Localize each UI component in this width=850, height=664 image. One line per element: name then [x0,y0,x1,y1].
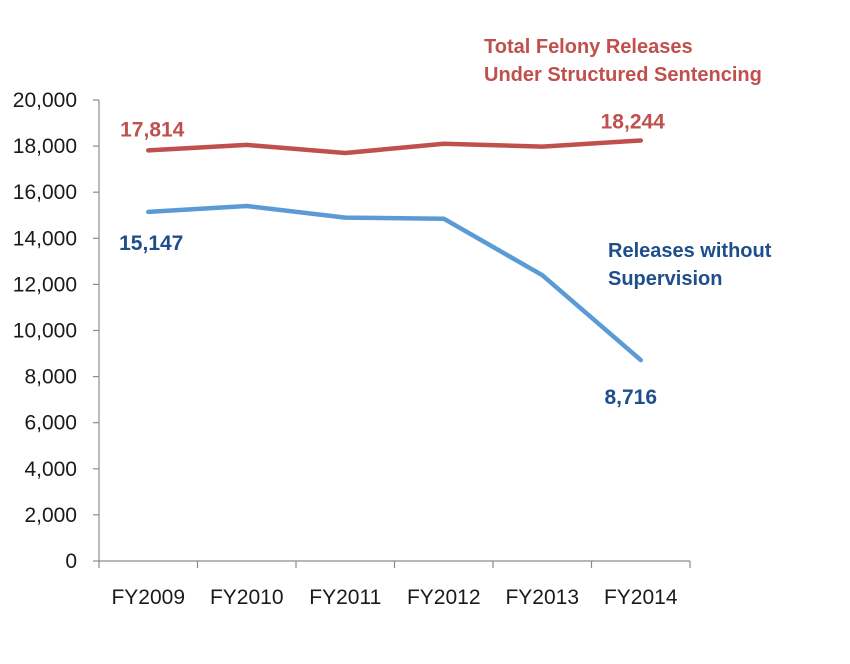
x-tick-label: FY2009 [111,586,185,609]
y-tick-label: 16,000 [13,181,77,204]
axes: 0 2,000 4,000 6,000 8,000 10,000 12,000 14,000 1… [13,89,691,609]
y-tick-label: 6,000 [24,412,77,435]
y-tick-label: 14,000 [13,227,77,250]
y-tick-label: 0 [65,550,77,573]
x-tick-label: FY2013 [505,586,579,609]
series-line-releases-without-supervision [146,203,644,363]
series-label-releases-without-supervision: Supervision [608,268,722,290]
data-label-releases-without-supervision: 15,147 [119,232,183,255]
y-tick-label: 12,000 [13,273,77,296]
y-tick-label: 2,000 [24,504,77,527]
y-tick-label: 18,000 [13,135,77,158]
data-label-releases-without-supervision: 8,716 [604,386,657,409]
series-label-total-felony-releases: Total Felony Releases [484,36,693,58]
data-label-total-felony: 18,244 [601,110,666,133]
annotations: 17,814 18,244 15,147 8,716 Total Felony Rele… [119,36,772,409]
data-label-total-felony: 17,814 [120,118,185,141]
series-lines [146,138,644,363]
y-tick-label: 8,000 [24,366,77,389]
series-label-total-felony-releases: Under Structured Sentencing [484,64,762,86]
x-tick-label: FY2011 [309,586,381,609]
y-tick-label: 4,000 [24,458,77,481]
series-label-releases-without-supervision: Releases without [608,240,772,262]
x-tick-label: FY2014 [604,586,678,609]
y-tick-label: 10,000 [13,320,77,343]
x-tick-label: FY2012 [407,586,481,609]
x-tick-label: FY2010 [210,586,284,609]
series-line-total-felony-releases [146,138,644,156]
y-tick-label: 20,000 [13,89,77,112]
